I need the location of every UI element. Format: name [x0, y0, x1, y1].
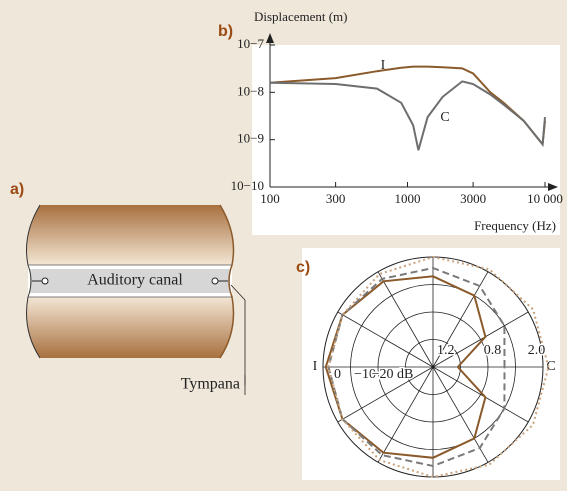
- tympana-label: Tympana: [181, 376, 240, 393]
- y-axis-title: Displacement (m): [254, 9, 348, 24]
- series-label: 2.0: [528, 343, 546, 358]
- panel-label: a): [10, 181, 24, 198]
- series-label: C: [440, 110, 449, 125]
- y-tick-label: 10−7: [237, 36, 264, 51]
- panel-label: c): [296, 259, 310, 276]
- r-tick-label: 0: [334, 367, 341, 382]
- x-tick-label: 1000: [395, 191, 421, 206]
- canal-label: Auditory canal: [87, 272, 183, 289]
- x-tick-label: 300: [326, 191, 346, 206]
- series-label: 1.2: [437, 343, 455, 358]
- series-label: I: [381, 58, 386, 73]
- x-axis-title: Frequency (Hz): [474, 218, 556, 233]
- series-label: 0.8: [484, 343, 502, 358]
- y-tick-label: 10−9: [237, 131, 264, 146]
- figure: a) b) c) Auditory canal Tympana 10−10 10−…: [0, 0, 567, 491]
- y-tick-label: 10−10: [231, 178, 264, 193]
- r-tick-label: −20 dB: [372, 367, 414, 382]
- plot-b-bg: [252, 45, 560, 235]
- y-tick-label: 10−8: [237, 83, 264, 98]
- x-tick-label: 3000: [460, 191, 486, 206]
- panel-label: b): [218, 23, 233, 40]
- x-tick-label: 100: [260, 191, 280, 206]
- theta-label: I: [313, 359, 318, 374]
- x-tick-label: 10 000: [527, 191, 563, 206]
